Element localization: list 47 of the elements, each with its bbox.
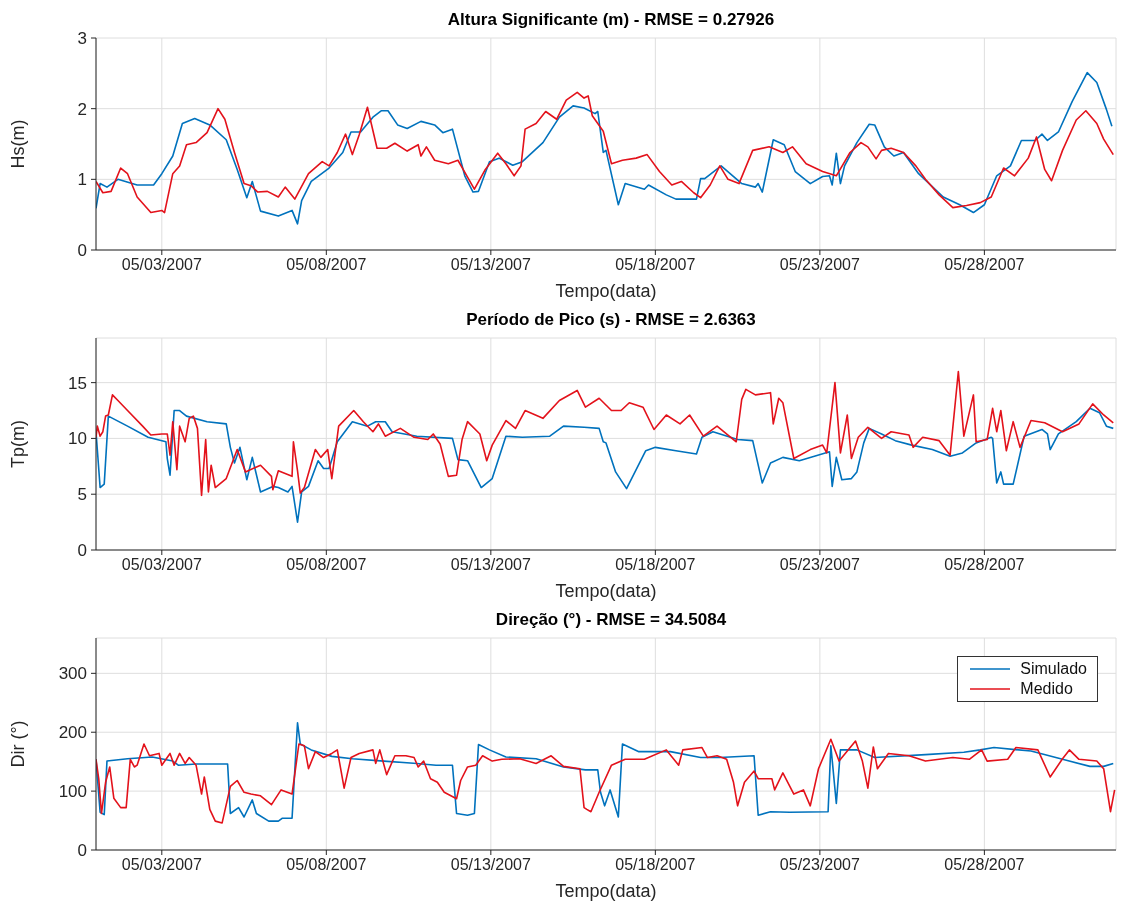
x-tick-label: 05/03/2007: [121, 256, 202, 274]
y-axis-title: Dir (°): [8, 720, 29, 768]
line-series: [96, 407, 1115, 523]
y-tick-label: 15: [68, 373, 87, 393]
line-series: [96, 738, 1116, 824]
legend-label: Medido: [1020, 679, 1073, 699]
y-tick-label: 2: [77, 99, 87, 119]
line-series: [96, 370, 1115, 497]
y-tick-label: 100: [58, 782, 87, 802]
x-tick-label: 05/08/2007: [286, 556, 367, 574]
x-tick-label: 05/23/2007: [779, 556, 861, 574]
line-series: [96, 71, 1113, 225]
x-tick-label: 05/18/2007: [615, 256, 696, 274]
line-series: [96, 722, 1115, 822]
y-axis-title: Tp(m): [8, 420, 29, 468]
y-tick-label: 0: [77, 541, 87, 561]
y-tick-label: 200: [58, 723, 87, 743]
legend-label: Simulado: [1020, 659, 1087, 679]
x-tick-label: 05/28/2007: [944, 856, 1025, 874]
x-axis-title: Tempo(data): [555, 281, 657, 301]
y-tick-label: 3: [77, 29, 87, 49]
x-tick-label: 05/08/2007: [286, 856, 367, 874]
x-tick-label: 05/23/2007: [779, 856, 861, 874]
x-tick-label: 05/13/2007: [450, 856, 531, 874]
x-axis-title: Tempo(data): [555, 881, 657, 901]
y-tick-label: 1: [77, 170, 87, 190]
chart-title: Período de Pico (s) - RMSE = 2.6363: [465, 309, 757, 331]
x-tick-label: 05/13/2007: [450, 556, 531, 574]
x-axis-title: Tempo(data): [555, 581, 657, 601]
y-axis-title: Hs(m): [8, 119, 29, 169]
chart-title: Altura Significante (m) - RMSE = 0.27926: [447, 10, 775, 29]
line-series: [96, 91, 1115, 214]
x-tick-label: 05/03/2007: [121, 556, 202, 574]
x-tick-label: 05/23/2007: [779, 256, 861, 274]
y-tick-label: 0: [77, 241, 87, 261]
y-tick-label: 10: [68, 429, 87, 449]
y-tick-label: 300: [58, 664, 87, 684]
x-tick-label: 05/28/2007: [944, 256, 1025, 274]
x-tick-label: 05/13/2007: [450, 256, 531, 274]
x-tick-label: 05/08/2007: [286, 256, 367, 274]
x-tick-label: 05/28/2007: [944, 556, 1025, 574]
x-tick-label: 05/03/2007: [121, 856, 202, 874]
x-tick-label: 05/18/2007: [615, 556, 696, 574]
y-tick-label: 5: [77, 485, 87, 505]
x-tick-label: 05/18/2007: [615, 856, 696, 874]
y-tick-label: 0: [77, 841, 87, 861]
chart-title: Direção (°) - RMSE = 34.5084: [494, 609, 728, 631]
